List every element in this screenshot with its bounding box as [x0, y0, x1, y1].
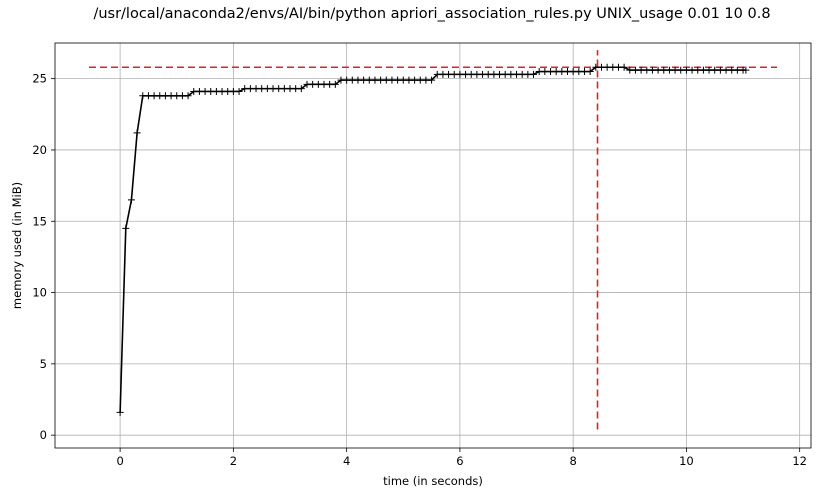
- data-point-32: [297, 85, 305, 93]
- x-tick-label-10: 10: [679, 454, 694, 468]
- series-line-0: [119, 66, 746, 413]
- x-tick-label-8: 8: [569, 454, 576, 468]
- x-tick-label-6: 6: [456, 454, 463, 468]
- y-tick-label-10: 10: [32, 286, 47, 300]
- data-point-2: [127, 196, 135, 204]
- chart-title: /usr/local/anaconda2/envs/AI/bin/python …: [93, 6, 770, 22]
- data-point-3: [133, 129, 141, 137]
- data-point-1: [122, 224, 130, 232]
- y-tick-label-25: 25: [32, 72, 47, 86]
- data-point-83: [586, 68, 594, 76]
- grid-lines: [55, 43, 811, 448]
- x-tick-label-2: 2: [230, 454, 237, 468]
- data-point-12: [184, 92, 192, 100]
- x-tick-label-0: 0: [116, 454, 123, 468]
- x-axis-ticks: 0 2 4 6 8 10 12: [116, 448, 807, 468]
- y-tick-label-20: 20: [32, 143, 47, 157]
- y-axis-ticks: 0 5 10 15 20 25: [32, 72, 55, 442]
- y-tick-label-5: 5: [40, 357, 47, 371]
- data-point-55: [428, 76, 436, 84]
- reference-lines: [88, 50, 778, 430]
- series-memory: [116, 63, 750, 416]
- data-point-111: [742, 66, 750, 74]
- data-point-21: [235, 87, 243, 95]
- x-tick-label-12: 12: [792, 454, 807, 468]
- data-point-89: [620, 63, 628, 71]
- x-tick-label-4: 4: [343, 454, 350, 468]
- y-axis-label: memory used (in MiB): [10, 182, 24, 309]
- plot-frame: [54, 42, 812, 449]
- x-axis-label: time (in seconds): [383, 474, 483, 488]
- y-tick-label-0: 0: [40, 428, 47, 442]
- data-point-73: [530, 70, 538, 78]
- data-point-0: [116, 408, 124, 416]
- data-point-38: [331, 80, 339, 88]
- y-tick-label-15: 15: [32, 214, 47, 228]
